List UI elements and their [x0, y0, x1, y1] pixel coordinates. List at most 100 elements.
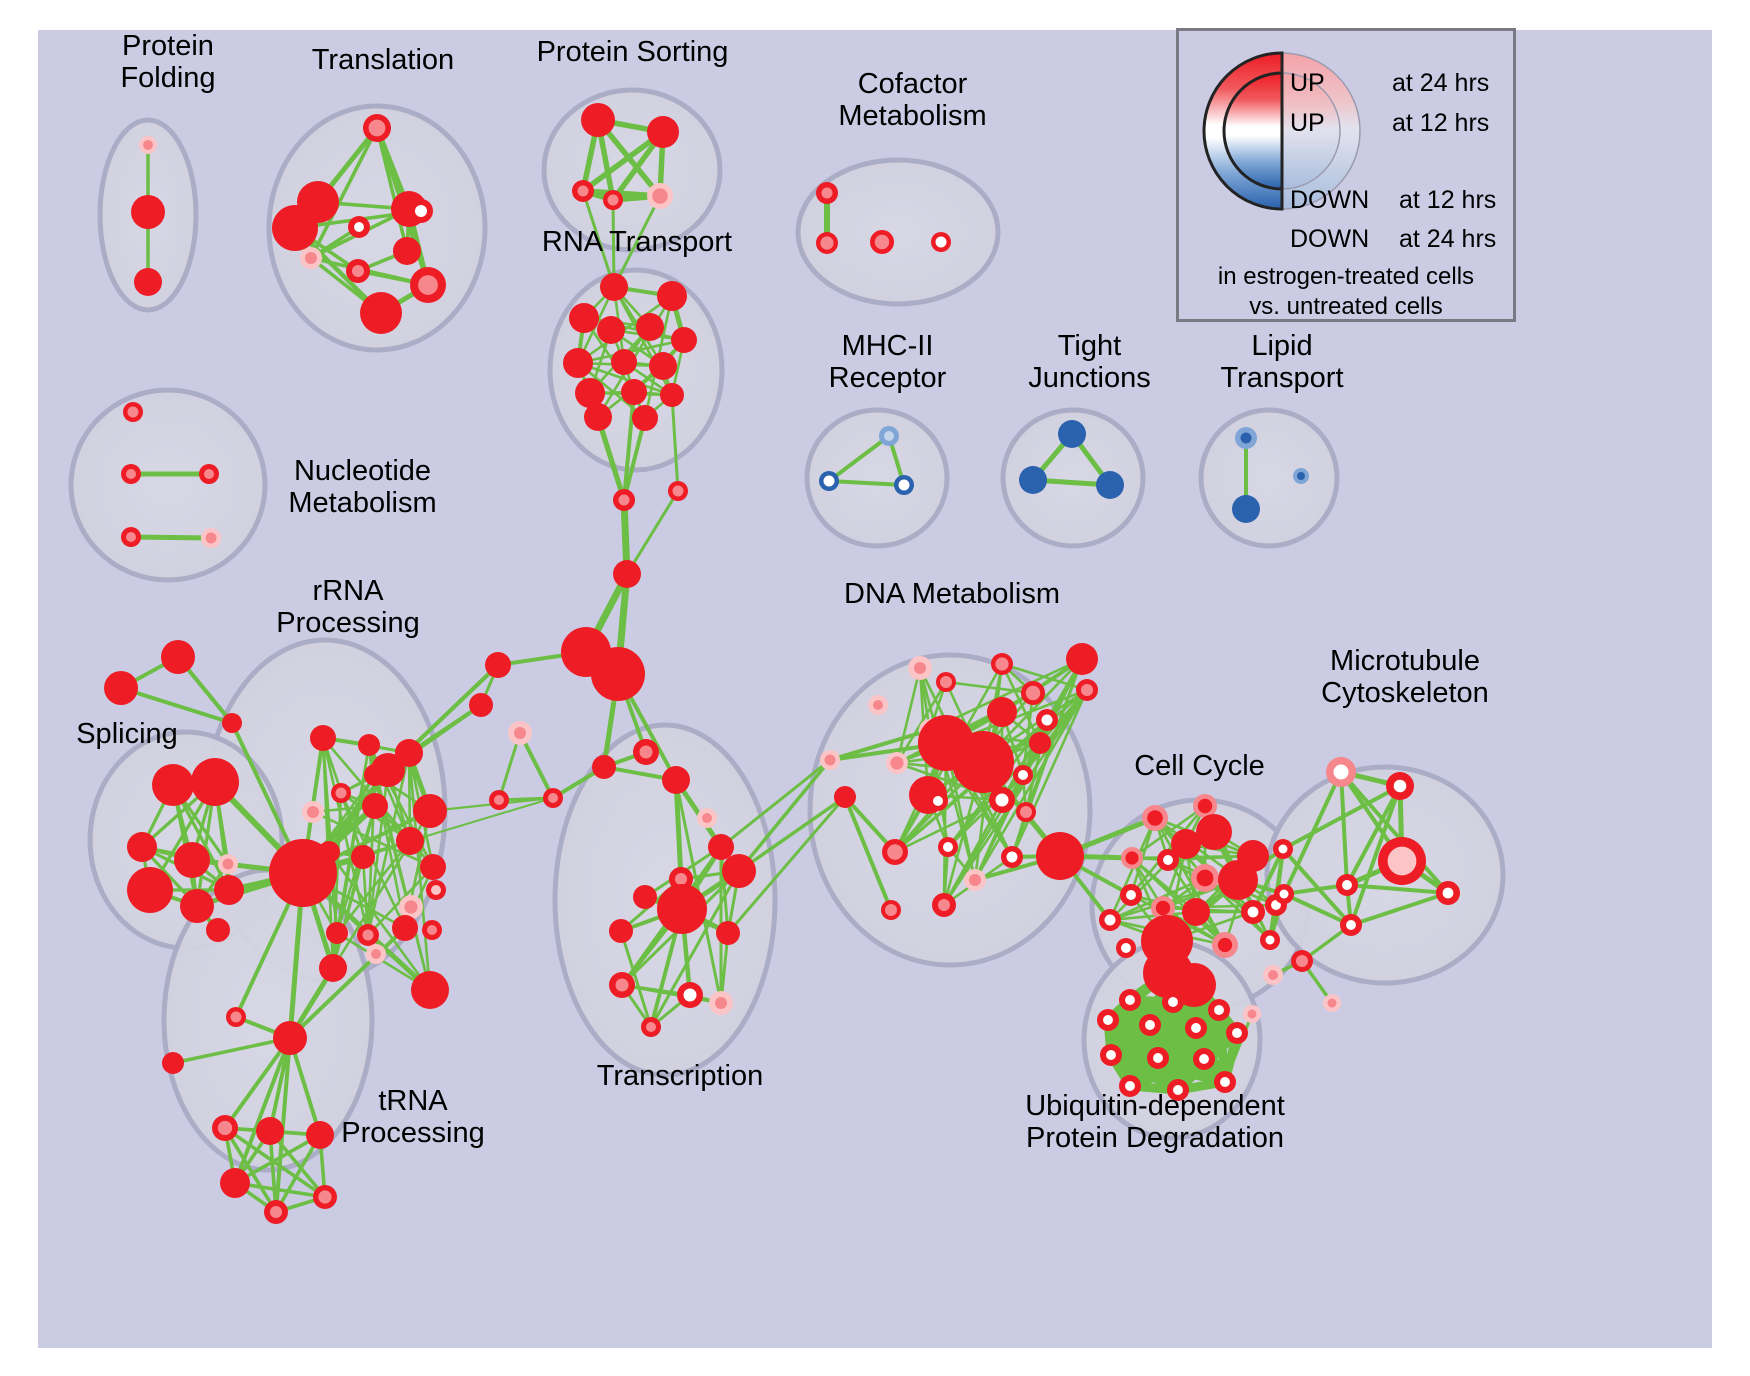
- node-inner-ring[interactable]: [318, 1190, 331, 1203]
- node-outer-ring[interactable]: [1019, 466, 1047, 494]
- node-inner-ring[interactable]: [1126, 890, 1136, 900]
- node-outer-ring[interactable]: [180, 889, 214, 923]
- node-inner-ring[interactable]: [884, 431, 894, 441]
- node-outer-ring[interactable]: [220, 1168, 250, 1198]
- node-outer-ring[interactable]: [952, 731, 1014, 793]
- node-inner-ring[interactable]: [890, 756, 903, 769]
- node-inner-ring[interactable]: [418, 275, 438, 295]
- node-outer-ring[interactable]: [1029, 732, 1051, 754]
- node-outer-ring[interactable]: [1232, 495, 1260, 523]
- node-outer-ring[interactable]: [609, 919, 633, 943]
- node-inner-ring[interactable]: [675, 873, 687, 885]
- node-outer-ring[interactable]: [469, 693, 493, 717]
- node-inner-ring[interactable]: [431, 885, 441, 895]
- node-inner-ring[interactable]: [873, 700, 883, 710]
- node-outer-ring[interactable]: [1096, 471, 1124, 499]
- node-inner-ring[interactable]: [715, 997, 727, 1009]
- node-inner-ring[interactable]: [352, 265, 364, 277]
- node-outer-ring[interactable]: [360, 292, 402, 334]
- node-inner-ring[interactable]: [1081, 684, 1093, 696]
- node-inner-ring[interactable]: [995, 657, 1008, 670]
- node-outer-ring[interactable]: [597, 316, 625, 344]
- node-inner-ring[interactable]: [1105, 915, 1116, 926]
- node-outer-ring[interactable]: [632, 405, 658, 431]
- node-outer-ring[interactable]: [319, 954, 347, 982]
- node-outer-ring[interactable]: [662, 766, 690, 794]
- node-inner-ring[interactable]: [652, 188, 668, 204]
- node-inner-ring[interactable]: [933, 796, 943, 806]
- node-inner-ring[interactable]: [548, 793, 558, 803]
- node-outer-ring[interactable]: [272, 205, 318, 251]
- node-inner-ring[interactable]: [1020, 806, 1032, 818]
- node-inner-ring[interactable]: [1197, 870, 1214, 887]
- node-inner-ring[interactable]: [1218, 938, 1232, 952]
- node-outer-ring[interactable]: [1058, 420, 1086, 448]
- node-inner-ring[interactable]: [702, 813, 712, 823]
- node-inner-ring[interactable]: [969, 874, 981, 886]
- node-outer-ring[interactable]: [362, 793, 388, 819]
- node-outer-ring[interactable]: [636, 313, 664, 341]
- node-outer-ring[interactable]: [649, 352, 677, 380]
- node-outer-ring[interactable]: [392, 915, 418, 941]
- node-inner-ring[interactable]: [1443, 888, 1454, 899]
- node-inner-ring[interactable]: [371, 949, 381, 959]
- node-inner-ring[interactable]: [128, 407, 139, 418]
- node-inner-ring[interactable]: [494, 795, 504, 805]
- node-inner-ring[interactable]: [646, 1022, 656, 1032]
- node-outer-ring[interactable]: [613, 560, 641, 588]
- node-inner-ring[interactable]: [514, 727, 526, 739]
- node-outer-ring[interactable]: [174, 842, 210, 878]
- node-inner-ring[interactable]: [415, 205, 427, 217]
- node-outer-ring[interactable]: [413, 794, 447, 828]
- node-inner-ring[interactable]: [206, 533, 217, 544]
- node-outer-ring[interactable]: [633, 885, 657, 909]
- node-inner-ring[interactable]: [608, 195, 619, 206]
- node-outer-ring[interactable]: [671, 327, 697, 353]
- node-outer-ring[interactable]: [326, 922, 348, 944]
- node-outer-ring[interactable]: [127, 832, 157, 862]
- node-inner-ring[interactable]: [1297, 472, 1305, 480]
- node-inner-ring[interactable]: [887, 844, 903, 860]
- node-inner-ring[interactable]: [1018, 770, 1028, 780]
- node-outer-ring[interactable]: [371, 753, 405, 787]
- node-inner-ring[interactable]: [1214, 1005, 1224, 1015]
- node-inner-ring[interactable]: [1268, 970, 1278, 980]
- node-inner-ring[interactable]: [616, 979, 629, 992]
- node-inner-ring[interactable]: [143, 140, 153, 150]
- node-inner-ring[interactable]: [369, 120, 386, 137]
- node-inner-ring[interactable]: [1163, 855, 1173, 865]
- node-inner-ring[interactable]: [578, 186, 589, 197]
- node-inner-ring[interactable]: [305, 252, 317, 264]
- node-inner-ring[interactable]: [1147, 810, 1163, 826]
- node-inner-ring[interactable]: [1145, 1020, 1155, 1030]
- node-outer-ring[interactable]: [591, 647, 645, 701]
- node-outer-ring[interactable]: [708, 834, 734, 860]
- node-inner-ring[interactable]: [354, 222, 364, 232]
- node-inner-ring[interactable]: [1248, 1010, 1257, 1019]
- node-outer-ring[interactable]: [206, 918, 230, 942]
- node-outer-ring[interactable]: [600, 273, 628, 301]
- node-outer-ring[interactable]: [162, 1052, 184, 1074]
- node-outer-ring[interactable]: [222, 713, 242, 733]
- node-outer-ring[interactable]: [1218, 860, 1258, 900]
- node-inner-ring[interactable]: [427, 925, 437, 935]
- node-inner-ring[interactable]: [899, 480, 910, 491]
- node-inner-ring[interactable]: [1121, 943, 1131, 953]
- node-inner-ring[interactable]: [938, 899, 950, 911]
- node-outer-ring[interactable]: [411, 971, 449, 1009]
- node-inner-ring[interactable]: [940, 676, 952, 688]
- node-outer-ring[interactable]: [273, 1021, 307, 1055]
- node-outer-ring[interactable]: [358, 734, 380, 756]
- node-outer-ring[interactable]: [214, 875, 244, 905]
- node-inner-ring[interactable]: [363, 930, 374, 941]
- node-outer-ring[interactable]: [152, 764, 194, 806]
- node-inner-ring[interactable]: [1232, 1028, 1242, 1038]
- node-outer-ring[interactable]: [1196, 814, 1232, 850]
- node-outer-ring[interactable]: [351, 845, 375, 869]
- node-outer-ring[interactable]: [1036, 832, 1084, 880]
- node-inner-ring[interactable]: [336, 788, 347, 799]
- node-outer-ring[interactable]: [611, 349, 637, 375]
- node-inner-ring[interactable]: [1106, 1050, 1116, 1060]
- node-inner-ring[interactable]: [307, 806, 319, 818]
- node-outer-ring[interactable]: [1066, 643, 1098, 675]
